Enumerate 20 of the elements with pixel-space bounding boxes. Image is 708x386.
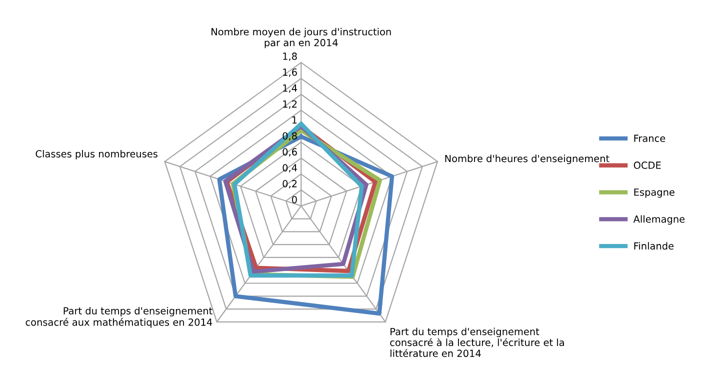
y-tick-label: 0,6 [282,148,297,156]
spoke-label: Part du temps d'enseignement consacré à la lecture, l'écriture et la littérature en 2014 [390,328,564,358]
spoke-label: Nombre d'heures d'enseignement [445,154,610,164]
spoke-label: Classes plus nombreuses [36,150,158,160]
y-tick-label: 1,4 [283,84,297,93]
legend-label: Allemagne [633,215,685,225]
legend-label: Espagne [634,188,674,198]
legend-label: France [634,134,666,142]
y-tick-label: 1,2 [283,100,297,109]
y-tick-label: 1,8 [283,52,297,61]
y-tick-label: 1,6 [283,68,297,77]
y-tick-label: 0,8 [282,132,297,141]
spoke-label: Nombre moyen de jours d'instruction par an en 2014 [212,28,391,48]
legend-label: Finlande [634,242,674,250]
spoke-label: Part du temps d'enseignement consacré aux mathématiques en 2014 [26,306,212,328]
y-tick-label: 0,2 [282,180,297,188]
y-tick-label: 0 [292,196,297,204]
legend-label: OCDE [634,162,661,169]
y-tick-label: 1 [292,116,297,124]
y-tick-label: 0,4 [282,164,297,172]
